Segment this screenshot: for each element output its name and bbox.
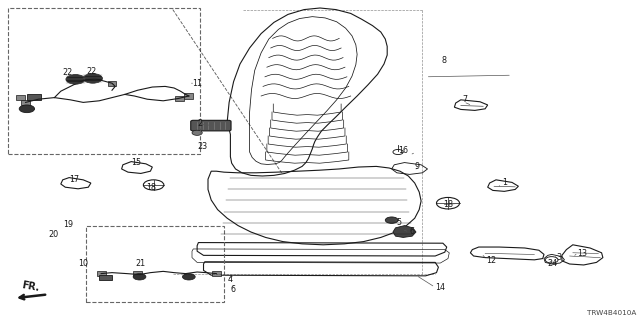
Circle shape xyxy=(192,130,202,135)
Text: 15: 15 xyxy=(131,158,141,167)
Text: 14: 14 xyxy=(435,283,445,292)
Bar xyxy=(99,275,112,280)
Circle shape xyxy=(182,274,195,280)
Text: 18: 18 xyxy=(146,183,156,192)
Text: 20: 20 xyxy=(48,230,58,239)
Bar xyxy=(8,8,200,154)
Text: 2: 2 xyxy=(197,119,202,128)
Text: 16: 16 xyxy=(398,146,408,155)
Text: 22: 22 xyxy=(86,67,97,76)
Polygon shape xyxy=(393,226,416,237)
Text: 7: 7 xyxy=(462,95,467,104)
Text: 10: 10 xyxy=(78,260,88,268)
Text: FR.: FR. xyxy=(21,280,40,293)
Text: 13: 13 xyxy=(577,249,588,258)
Bar xyxy=(97,271,106,276)
Circle shape xyxy=(19,105,35,113)
Text: 9: 9 xyxy=(415,162,420,171)
Text: 18: 18 xyxy=(443,200,453,209)
Circle shape xyxy=(83,74,102,83)
FancyBboxPatch shape xyxy=(191,120,231,131)
Text: 6: 6 xyxy=(410,228,415,236)
Text: 23: 23 xyxy=(197,142,207,151)
Circle shape xyxy=(385,217,398,223)
Text: 8: 8 xyxy=(442,56,447,65)
Bar xyxy=(175,96,184,101)
Text: 5: 5 xyxy=(397,218,402,227)
Text: 22: 22 xyxy=(63,68,73,77)
Text: 1: 1 xyxy=(502,178,508,187)
Text: 21: 21 xyxy=(136,260,146,268)
Bar xyxy=(212,271,221,276)
Text: TRW4B4010A: TRW4B4010A xyxy=(588,310,637,316)
Bar xyxy=(86,226,224,302)
Text: 24: 24 xyxy=(547,259,557,268)
Circle shape xyxy=(133,274,146,280)
Text: 4: 4 xyxy=(227,276,232,284)
Text: 19: 19 xyxy=(63,220,73,229)
Text: 17: 17 xyxy=(69,175,79,184)
Text: 11: 11 xyxy=(192,79,202,88)
Bar xyxy=(27,94,41,100)
Bar xyxy=(133,271,142,276)
Text: 6: 6 xyxy=(230,285,236,294)
Bar xyxy=(21,100,30,105)
Circle shape xyxy=(66,75,85,84)
Bar xyxy=(184,93,193,99)
Text: 12: 12 xyxy=(486,256,497,265)
Text: 3: 3 xyxy=(557,253,562,262)
Bar xyxy=(16,95,25,100)
Bar xyxy=(108,81,116,86)
